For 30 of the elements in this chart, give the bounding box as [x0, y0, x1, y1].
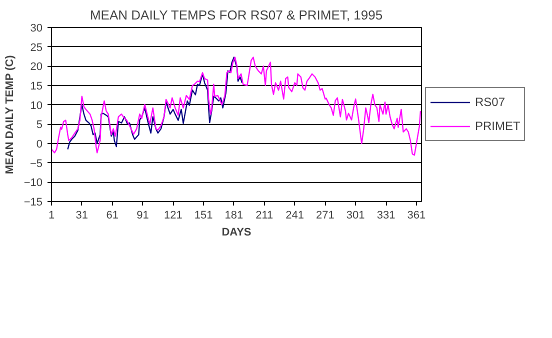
y-tick-label: 10	[30, 100, 43, 112]
x-tick-label: 1	[48, 210, 55, 222]
y-tick-label: −15	[24, 196, 43, 208]
x-tick-label: 211	[256, 210, 274, 222]
x-tick-label: 241	[286, 210, 304, 222]
x-tick-label: 271	[316, 210, 334, 222]
y-tick-label: 0	[36, 138, 43, 150]
y-tick-label: 25	[30, 42, 43, 54]
x-tick-label: 61	[106, 210, 118, 222]
x-tick-label: 31	[76, 210, 88, 222]
x-tick-label: 331	[376, 210, 396, 222]
y-tick-label: −10	[24, 177, 43, 190]
y-axis-title: MEAN DAILY TEMP (C)	[4, 54, 16, 174]
x-tick-label: 151	[194, 210, 213, 222]
y-tick-label: 20	[30, 61, 43, 74]
x-tick-label: 181	[224, 210, 244, 222]
x-axis-title: DAYS	[222, 226, 252, 238]
legend-label: PRIMET	[475, 119, 520, 133]
x-tick-label: 121	[164, 210, 182, 222]
y-tick-label: 30	[30, 22, 43, 34]
legend-label: RS07	[475, 95, 506, 109]
y-tick-label: 15	[30, 80, 43, 92]
x-tick-label: 361	[407, 210, 426, 222]
chart-title: MEAN DAILY TEMPS FOR RS07 & PRIMET, 1995	[90, 8, 383, 22]
y-tick-label: 5	[36, 119, 43, 132]
x-tick-label: 91	[136, 210, 149, 222]
line-series	[67, 56, 243, 150]
y-tick-label: −5	[30, 158, 43, 170]
line-series	[52, 56, 422, 156]
x-tick-label: 301	[346, 210, 365, 222]
